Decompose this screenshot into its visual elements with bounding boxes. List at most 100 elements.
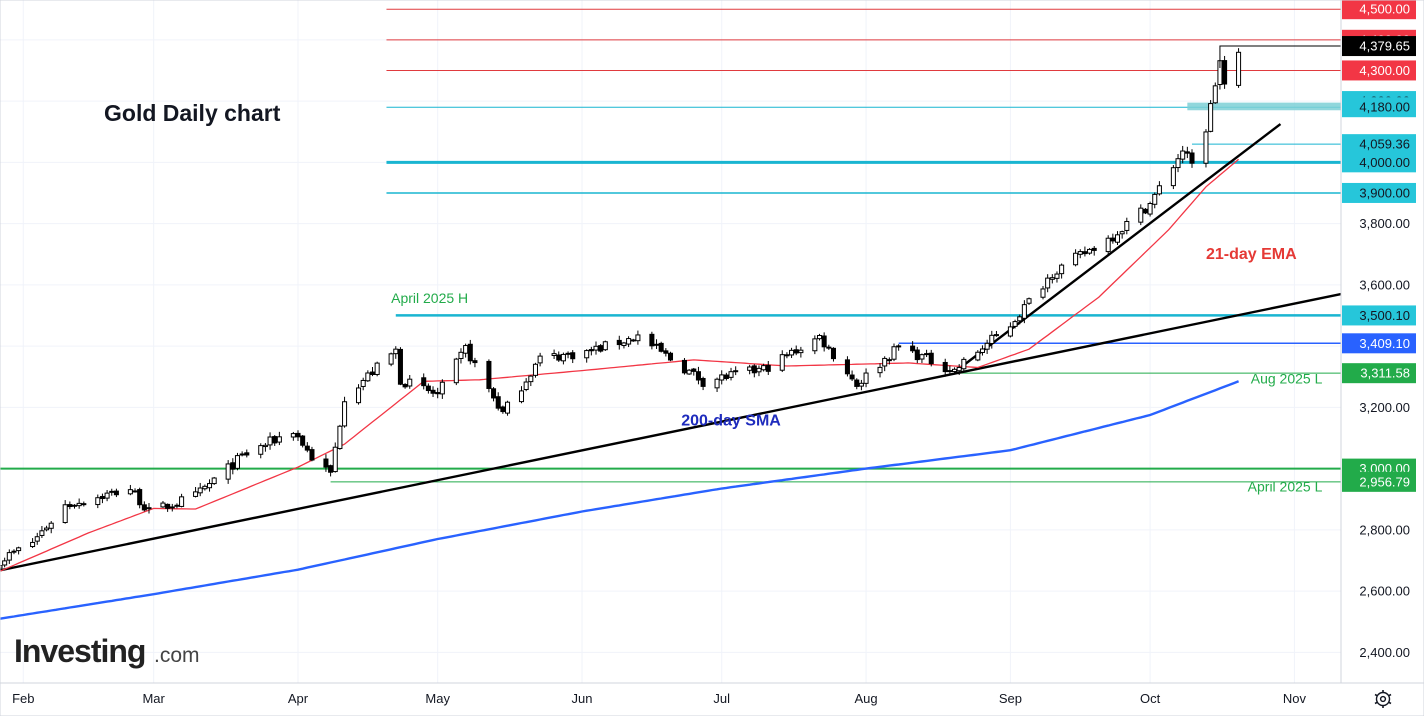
candle <box>523 378 529 392</box>
candle-body <box>30 541 36 548</box>
candle <box>146 502 152 514</box>
candle <box>1073 249 1079 267</box>
candle-body <box>1091 247 1097 251</box>
candle <box>458 348 464 364</box>
candle-body <box>146 507 152 510</box>
candle-body <box>1156 185 1162 195</box>
candle <box>276 431 282 446</box>
candle-body <box>635 334 641 342</box>
candle-body <box>798 349 804 354</box>
candle <box>6 549 12 564</box>
ema-21-layer <box>0 158 1240 572</box>
candle-body <box>626 338 632 345</box>
candle-body <box>202 485 208 490</box>
candle-body <box>784 354 790 357</box>
candle <box>472 357 478 368</box>
candle-body <box>910 345 916 352</box>
candle-body <box>593 345 599 351</box>
candle-body <box>495 396 501 409</box>
candle <box>0 560 3 571</box>
price-tag-label: 3,311.58 <box>1360 366 1410 381</box>
price-tag: 4,180.00 <box>1342 97 1416 118</box>
candle-body <box>1054 273 1060 279</box>
candle-body <box>560 353 566 362</box>
candle <box>928 349 934 367</box>
candle-body <box>2 560 8 566</box>
candle-body <box>486 360 492 389</box>
price-tag-bg <box>1342 36 1416 57</box>
candle-body <box>621 342 627 346</box>
candle <box>635 330 641 345</box>
candle <box>34 532 40 545</box>
candle <box>1082 246 1088 257</box>
y-axis[interactable]: 2,400.002,600.002,800.003,000.003,200.00… <box>1340 0 1424 683</box>
candle-body <box>71 504 78 507</box>
candle <box>598 344 604 353</box>
candle-body <box>328 465 334 473</box>
candle <box>1049 274 1055 284</box>
candle <box>593 341 599 355</box>
candle-body <box>952 368 958 373</box>
candle <box>1142 208 1148 215</box>
candle-body <box>239 453 245 456</box>
candle <box>137 487 143 509</box>
x-axis[interactable]: Feb Mar Apr May Jun Jul Aug Sep Oct Nov <box>0 682 1424 716</box>
candle <box>207 479 213 492</box>
candle-body <box>463 345 469 354</box>
candle-body <box>891 346 897 360</box>
candle <box>779 350 785 373</box>
candle-body <box>369 371 376 376</box>
candle-body <box>518 390 525 403</box>
candle-body <box>505 401 511 414</box>
candle-body <box>374 362 380 375</box>
candle-body <box>979 348 985 353</box>
candle <box>421 373 427 390</box>
candle <box>300 435 306 448</box>
candle <box>886 357 892 365</box>
candle <box>369 366 376 377</box>
long-term-trendline <box>0 292 1342 572</box>
price-tag-bg <box>1342 182 1416 203</box>
candle-body <box>1045 277 1051 289</box>
y-tick-label: 3,800.00 <box>1359 216 1410 231</box>
candle <box>388 352 394 367</box>
candle <box>295 430 301 441</box>
candle-body <box>1189 152 1195 164</box>
candle <box>225 460 231 484</box>
candle <box>230 458 236 475</box>
candle <box>700 376 706 391</box>
candle <box>113 488 119 498</box>
x-tick-label: Apr <box>288 691 309 706</box>
gear-icon <box>1374 690 1392 708</box>
candle-body <box>234 455 240 469</box>
candle <box>81 501 87 507</box>
candle <box>267 432 273 450</box>
x-tick-label: Oct <box>1140 691 1161 706</box>
candle <box>356 384 362 405</box>
candle <box>975 350 981 362</box>
price-tag-label: 4,180.00 <box>1359 100 1410 115</box>
candle-body <box>961 358 967 370</box>
candle <box>304 442 310 453</box>
candle <box>588 346 594 356</box>
candle <box>430 386 436 398</box>
annotation-label: April 2025 L <box>1248 479 1323 495</box>
candle-body <box>1208 103 1214 132</box>
price-tag: 4,500.00 <box>1342 0 1416 20</box>
candle <box>882 356 888 372</box>
candle <box>714 377 720 392</box>
settings-button[interactable] <box>1342 684 1424 716</box>
candle-body <box>169 506 175 509</box>
candle <box>132 488 138 493</box>
candle-body <box>39 530 45 536</box>
candle-body <box>1114 234 1121 243</box>
candle <box>365 370 371 382</box>
candle-body <box>76 502 82 507</box>
candle <box>39 525 45 538</box>
candle-body <box>179 496 185 507</box>
y-tick-label: 2,400.00 <box>1359 645 1410 660</box>
candle <box>695 366 701 385</box>
candle-body <box>719 374 725 381</box>
candle <box>99 493 105 504</box>
candle-body <box>882 357 888 367</box>
